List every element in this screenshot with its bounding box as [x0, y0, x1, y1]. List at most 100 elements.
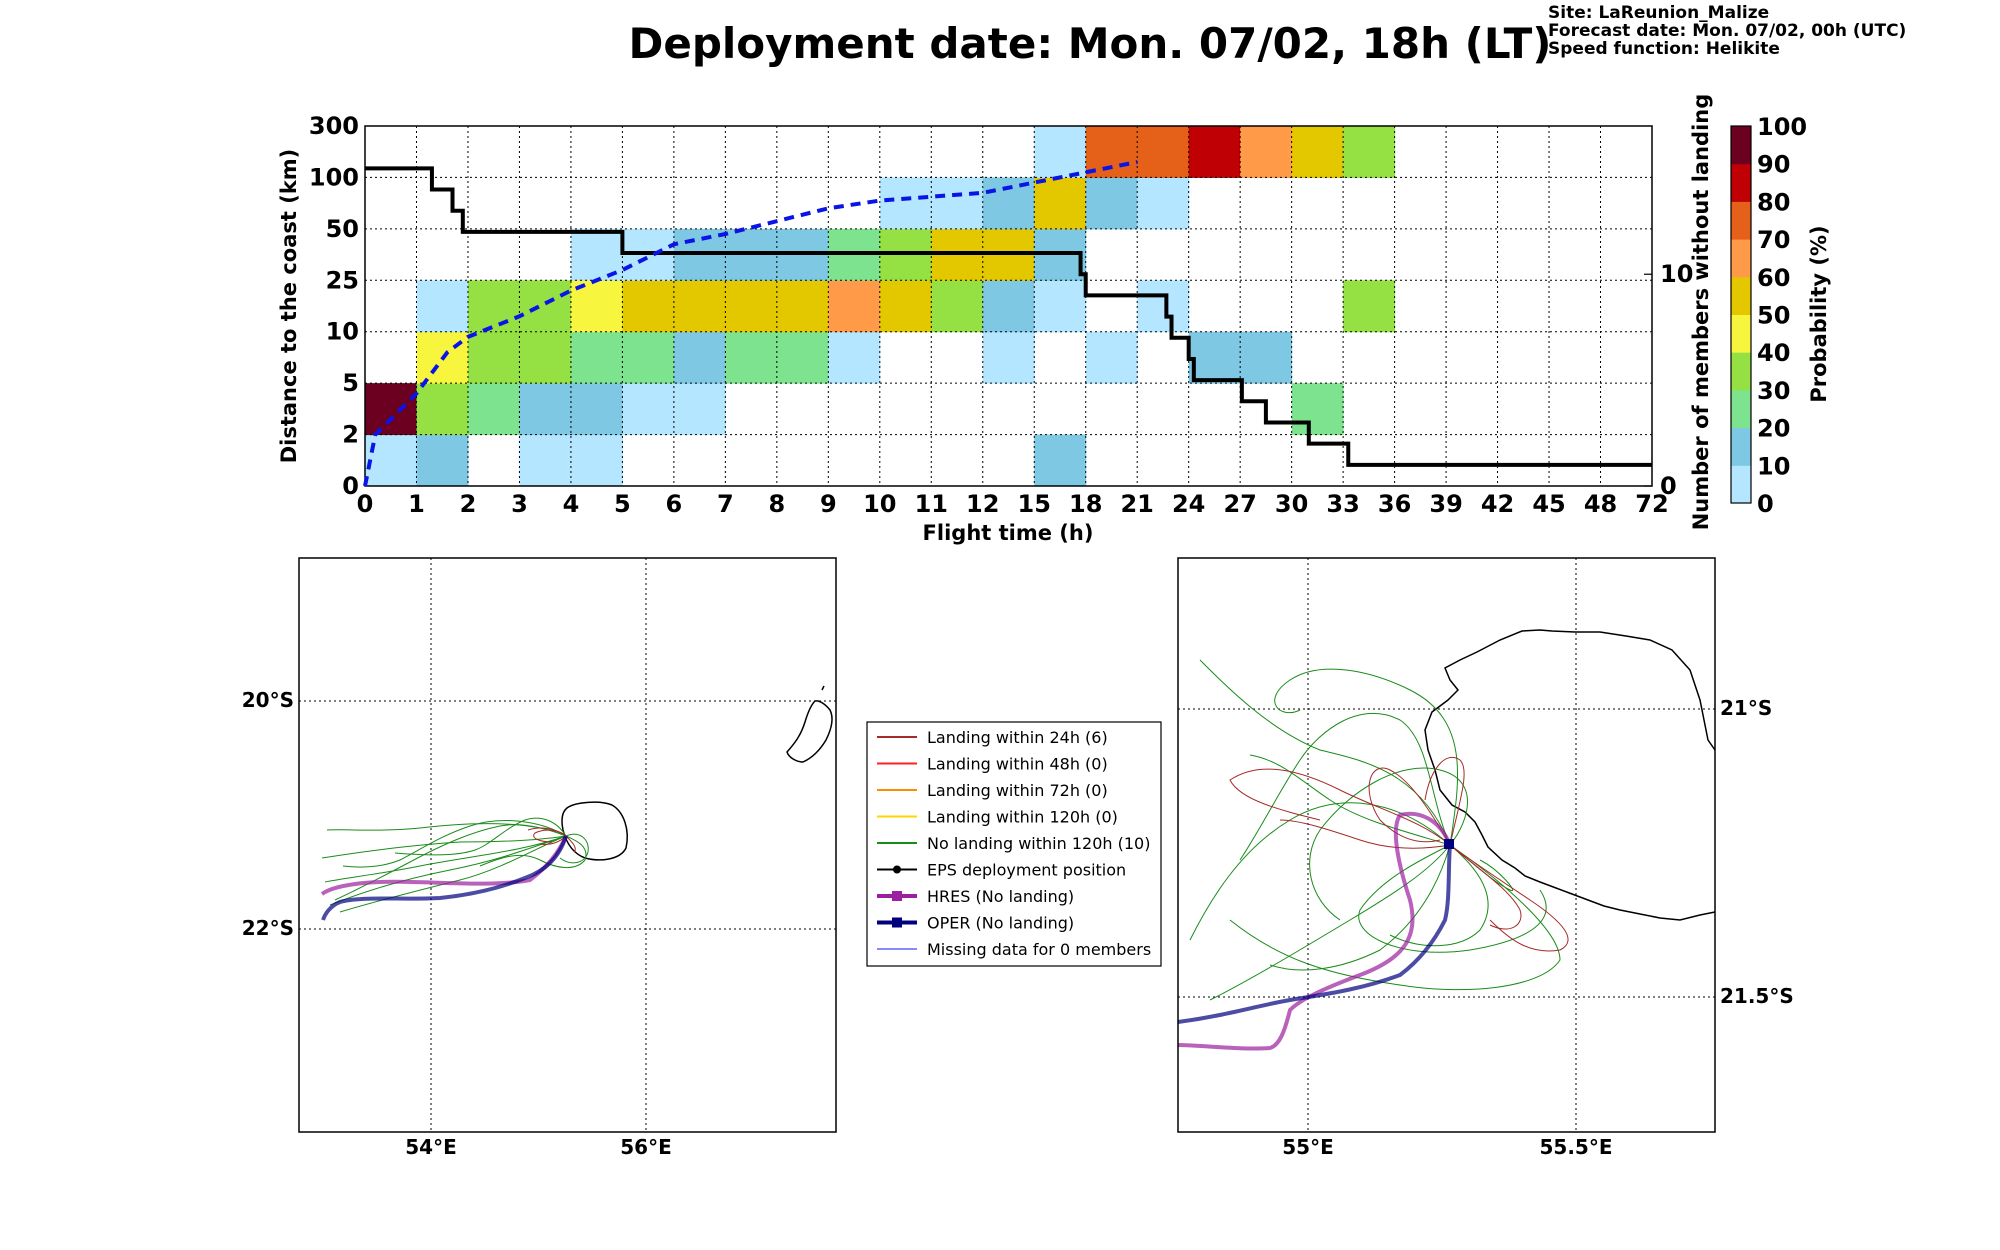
- legend-marker: [893, 865, 901, 874]
- y-tick-label: 2: [342, 421, 359, 449]
- colorbar-tick-label: 50: [1757, 302, 1790, 330]
- y-tick-label: 0: [342, 472, 359, 500]
- legend-label: Landing within 72h (0): [927, 781, 1108, 800]
- map-overview: 20°S 22°S 54°E 56°E: [242, 557, 837, 1159]
- heatmap-cell: [673, 383, 726, 436]
- heatmap-cell: [982, 331, 1035, 384]
- heatmap-cell: [467, 383, 520, 436]
- x-tick-label: 7: [717, 490, 734, 518]
- members-without-landing-line: [365, 166, 1652, 467]
- lat-label-22s: 22°S: [242, 916, 294, 940]
- colorbar-block: [1731, 201, 1751, 240]
- heatmap-cell: [776, 331, 829, 384]
- legend-label: Landing within 24h (6): [927, 728, 1108, 747]
- lon-label-55-5e: 55.5°E: [1539, 1135, 1612, 1159]
- lat-label-21-5s: 21.5°S: [1720, 984, 1794, 1008]
- heatmap-cell: [828, 331, 881, 384]
- oper-track-zoom: [1177, 844, 1452, 1024]
- ensemble-tracks-landing-24h: [527, 827, 576, 853]
- colorbar-block: [1731, 389, 1751, 429]
- x-tick-label: 5: [614, 490, 631, 518]
- colorbar-block: [1731, 314, 1751, 353]
- colorbar-tick-label: 30: [1757, 377, 1790, 405]
- heatmap-cell: [879, 280, 932, 333]
- colorbar-frame: [1730, 125, 1752, 504]
- heatmap-cell: [776, 280, 829, 333]
- heatmap-cell: [1034, 280, 1087, 333]
- forecast-info: Forecast date: Mon. 07/02, 00h (UTC): [1548, 21, 1906, 41]
- heatmap-cell: [622, 383, 675, 436]
- x-tick-label: 27: [1223, 490, 1256, 518]
- deployment-marker: [1444, 839, 1454, 849]
- ensemble-tracks-no-landing: [321, 817, 589, 913]
- colorbar-block: [1731, 126, 1751, 165]
- y-tick-label: 5: [342, 369, 359, 397]
- map-zoom-frame: [1177, 557, 1716, 1133]
- colorbar-block: [1731, 239, 1751, 278]
- colorbar-tick-label: 70: [1757, 226, 1790, 254]
- reunion-coast-zoom: [1424, 629, 1716, 921]
- heatmap-cell: [828, 280, 881, 333]
- colorbar-block: [1731, 352, 1751, 391]
- legend-label: Missing data for 0 members: [927, 940, 1151, 959]
- heatmap-cell: [1343, 280, 1396, 333]
- speed-info: Speed function: Helikite: [1548, 39, 1780, 59]
- heatmap-cell: [1343, 126, 1396, 178]
- x-tick-label: 33: [1326, 490, 1359, 518]
- y2-tick-labels: 0 10: [1644, 260, 1693, 500]
- lat-label-20s: 20°S: [242, 688, 294, 712]
- x-tick-label: 18: [1069, 490, 1102, 518]
- heatmap-cell: [1034, 177, 1087, 230]
- heatmap-cell: [673, 280, 726, 333]
- heatmap-cell: [519, 383, 572, 436]
- y2-tick-label: 0: [1660, 472, 1677, 500]
- legend-label: OPER (No landing): [927, 914, 1074, 933]
- colorbar-blocks: [1731, 126, 1751, 504]
- heatmap-cell: [1137, 126, 1190, 178]
- mauritius-coast: [786, 685, 833, 763]
- x-tick-label: 48: [1584, 490, 1617, 518]
- heatmap-cell: [1085, 331, 1138, 384]
- heatmap-cell: [416, 434, 469, 487]
- colorbar-tick-label: 10: [1757, 452, 1790, 480]
- x-tick-label: 10: [863, 490, 896, 518]
- y2-tick-label: 10: [1660, 260, 1693, 288]
- heatmap-cell: [1291, 383, 1344, 436]
- colorbar-tick-label: 60: [1757, 264, 1790, 292]
- heatmap-cell: [622, 331, 675, 384]
- legend-label: EPS deployment position: [927, 861, 1126, 880]
- y2-axis-label: Number of members without landing: [1689, 94, 1713, 531]
- x-tick-label: 30: [1275, 490, 1308, 518]
- heatmap-frame: [364, 125, 1653, 487]
- x-tick-labels: 0 1 2 3 4 5 6 7 8 9 10 11 12 15 18 21 24 27 30 33 36 39 42 45 48…: [357, 490, 1669, 518]
- heatmap-cell: [1240, 331, 1293, 384]
- heatmap-cell: [725, 280, 778, 333]
- x-tick-label: 0: [357, 490, 374, 518]
- heatmap-cell: [1137, 280, 1190, 333]
- ensemble-tracks-zoom-landing: [1229, 757, 1569, 952]
- colorbar-block: [1731, 276, 1751, 315]
- heatmap-cell: [570, 383, 623, 436]
- heatmap-cell: [982, 280, 1035, 333]
- median-distance-line: [363, 160, 1138, 487]
- x-tick-label: 1: [408, 490, 425, 518]
- y-tick-label: 50: [326, 215, 359, 243]
- y-tick-label: 300: [309, 112, 359, 140]
- heatmap-grid: [365, 126, 1652, 486]
- hres-track-zoom: [1177, 811, 1452, 1051]
- legend-label: Landing within 120h (0): [927, 808, 1118, 827]
- lon-label-54e: 54°E: [405, 1135, 457, 1159]
- heatmap-cell: [1291, 126, 1344, 178]
- lon-label-55e: 55°E: [1282, 1135, 1334, 1159]
- oper-track-overview: [321, 835, 568, 921]
- x-tick-label: 21: [1120, 490, 1153, 518]
- x-axis-label: Flight time (h): [923, 521, 1094, 545]
- x-tick-label: 11: [915, 490, 948, 518]
- x-tick-label: 24: [1172, 490, 1205, 518]
- map-overview-frame: [298, 557, 837, 1133]
- x-tick-label: 45: [1532, 490, 1565, 518]
- heatmap-cell: [570, 331, 623, 384]
- heatmap-cell: [467, 280, 520, 333]
- colorbar-block: [1731, 163, 1751, 202]
- y-tick-label: 10: [326, 318, 359, 346]
